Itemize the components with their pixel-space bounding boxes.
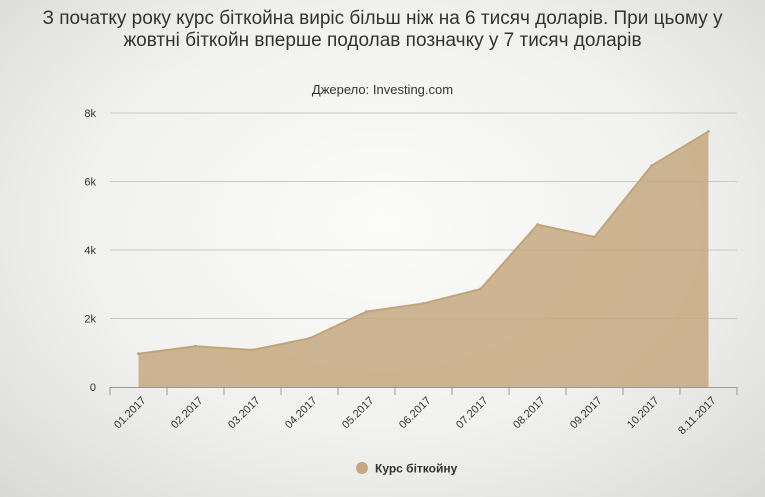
data-point bbox=[593, 235, 596, 239]
x-tick-label: 04.2017 bbox=[283, 395, 320, 432]
legend-label: Курс біткойну bbox=[375, 462, 458, 476]
x-tick-label: 02.2017 bbox=[169, 395, 206, 432]
y-tick-label: 2k bbox=[84, 314, 96, 326]
x-tick-label: 07.2017 bbox=[454, 395, 491, 432]
data-point bbox=[422, 301, 425, 305]
legend-marker bbox=[356, 462, 368, 474]
y-tick-label: 6k bbox=[84, 177, 96, 189]
data-point bbox=[479, 287, 482, 291]
x-tick-label: 8.11.2017 bbox=[676, 395, 719, 438]
y-tick-label: 8k bbox=[84, 108, 96, 120]
y-tick-label: 0 bbox=[90, 382, 96, 394]
x-tick-label: 09.2017 bbox=[568, 395, 605, 432]
x-tick-label: 03.2017 bbox=[226, 395, 263, 432]
data-point bbox=[251, 348, 254, 352]
data-point bbox=[707, 129, 710, 133]
x-tick-label: 05.2017 bbox=[340, 395, 377, 432]
chart-title: З початку року курс біткойна виріс більш… bbox=[42, 8, 723, 51]
data-point bbox=[536, 223, 539, 227]
data-point bbox=[194, 344, 197, 348]
y-tick-label: 4k bbox=[84, 245, 96, 257]
x-tick-label: 01.2017 bbox=[112, 395, 149, 432]
data-point bbox=[650, 164, 653, 168]
data-point bbox=[308, 336, 311, 340]
x-tick-label: 10.2017 bbox=[625, 395, 662, 432]
data-point bbox=[365, 310, 368, 314]
x-tick-label: 08.2017 bbox=[511, 395, 548, 432]
chart-subtitle: Джерело: Investing.com bbox=[311, 82, 454, 97]
data-point bbox=[137, 352, 140, 356]
series-area bbox=[138, 131, 709, 387]
x-tick-label: 06.2017 bbox=[397, 395, 434, 432]
